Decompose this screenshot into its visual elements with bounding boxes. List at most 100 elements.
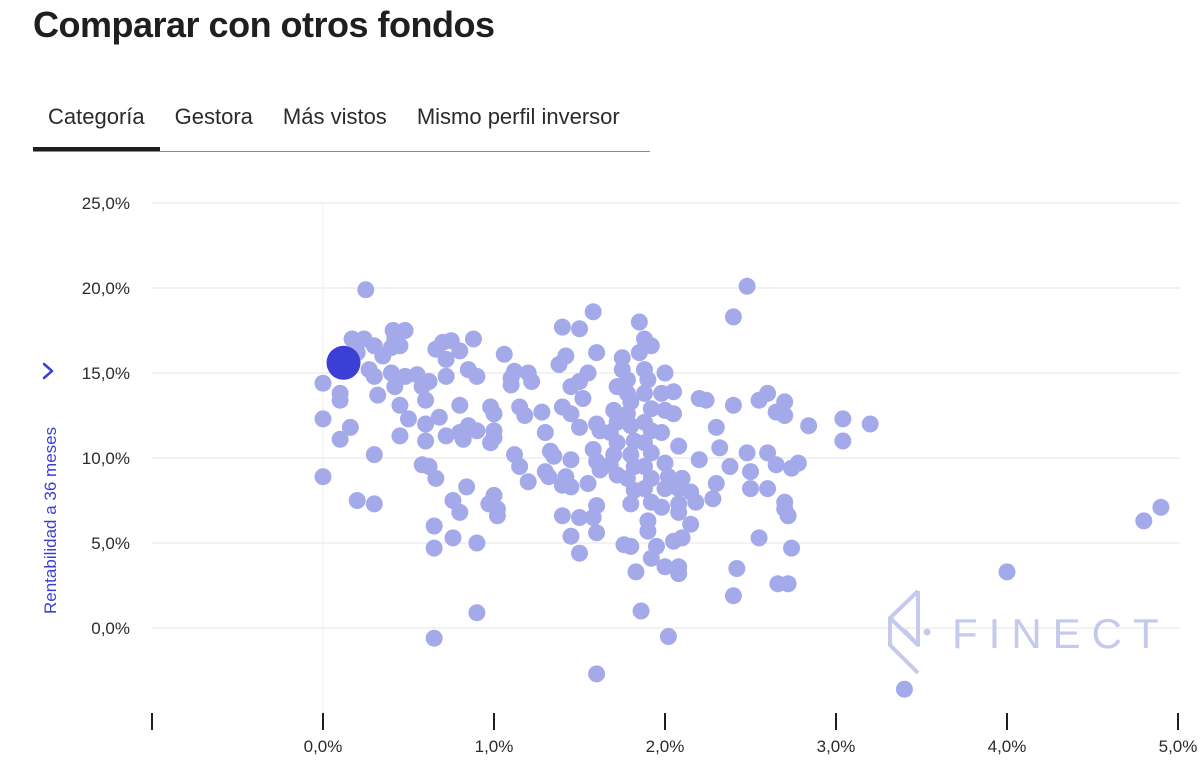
- y-axis-label[interactable]: Rentabilidad a 36 meses: [41, 427, 60, 614]
- scatter-point[interactable]: [437, 427, 455, 445]
- scatter-point[interactable]: [391, 427, 409, 445]
- scatter-point[interactable]: [622, 537, 640, 555]
- scatter-point[interactable]: [750, 529, 768, 547]
- scatter-point[interactable]: [721, 458, 739, 475]
- scatter-point[interactable]: [707, 475, 725, 492]
- scatter-point[interactable]: [653, 424, 671, 441]
- scatter-point[interactable]: [545, 447, 563, 465]
- scatter-point[interactable]: [519, 473, 537, 491]
- scatter-point[interactable]: [635, 384, 653, 402]
- scatter-point[interactable]: [588, 665, 606, 683]
- scatter-point[interactable]: [562, 405, 580, 423]
- scatter-point[interactable]: [759, 480, 777, 498]
- scatter-point[interactable]: [396, 322, 414, 339]
- scatter-point[interactable]: [759, 384, 777, 402]
- tab-mismo-perfil-inversor[interactable]: Mismo perfil inversor: [416, 104, 620, 129]
- scatter-point[interactable]: [639, 371, 657, 389]
- scatter-point[interactable]: [632, 602, 650, 620]
- scatter-point[interactable]: [1152, 498, 1170, 516]
- scatter-point[interactable]: [630, 344, 648, 362]
- scatter-point[interactable]: [540, 468, 558, 486]
- scatter-point[interactable]: [454, 430, 472, 448]
- scatter-point[interactable]: [425, 539, 443, 557]
- scatter-point[interactable]: [314, 374, 332, 392]
- scatter-point[interactable]: [571, 320, 588, 338]
- scatter-point[interactable]: [998, 563, 1016, 581]
- scatter-point[interactable]: [571, 509, 588, 526]
- scatter-point[interactable]: [895, 680, 913, 698]
- scatter-point[interactable]: [382, 364, 400, 382]
- chevron-right-icon[interactable]: [42, 362, 54, 380]
- scatter-point[interactable]: [343, 330, 361, 348]
- scatter-point[interactable]: [536, 424, 554, 441]
- scatter-point[interactable]: [437, 350, 455, 368]
- tab-mas-vistos[interactable]: Más vistos: [282, 104, 387, 129]
- scatter-point[interactable]: [618, 371, 636, 389]
- scatter-point[interactable]: [783, 539, 801, 557]
- scatter-point[interactable]: [400, 410, 417, 428]
- scatter-point[interactable]: [365, 495, 383, 513]
- scatter-point[interactable]: [562, 478, 580, 496]
- scatter-point[interactable]: [571, 418, 588, 436]
- scatter-point[interactable]: [341, 418, 359, 436]
- scatter-point[interactable]: [704, 490, 722, 508]
- scatter-point[interactable]: [425, 517, 443, 535]
- scatter-point[interactable]: [642, 400, 660, 418]
- scatter-point[interactable]: [365, 367, 383, 385]
- scatter-point[interactable]: [742, 463, 759, 481]
- scatter-point[interactable]: [417, 432, 435, 450]
- scatter-point[interactable]: [779, 575, 797, 593]
- highlighted-fund-point[interactable]: [326, 345, 361, 380]
- scatter-point[interactable]: [451, 342, 469, 360]
- scatter-point[interactable]: [656, 454, 674, 472]
- scatter-point[interactable]: [776, 393, 794, 411]
- scatter-point[interactable]: [834, 410, 852, 428]
- scatter-point[interactable]: [584, 303, 602, 321]
- scatter-point[interactable]: [571, 373, 588, 390]
- scatter-point[interactable]: [391, 396, 409, 414]
- scatter-point[interactable]: [613, 349, 631, 367]
- scatter-point[interactable]: [427, 469, 445, 487]
- scatter-point[interactable]: [834, 432, 852, 450]
- scatter-point[interactable]: [574, 390, 592, 407]
- scatter-point[interactable]: [789, 454, 807, 472]
- tab-gestora[interactable]: Gestora: [174, 104, 253, 129]
- scatter-point[interactable]: [331, 430, 349, 448]
- scatter-point[interactable]: [468, 604, 486, 622]
- scatter-point[interactable]: [653, 498, 671, 516]
- scatter-point[interactable]: [437, 367, 455, 385]
- scatter-point[interactable]: [482, 434, 500, 452]
- scatter-point[interactable]: [562, 451, 580, 469]
- scatter-point[interactable]: [588, 524, 606, 542]
- scatter-point[interactable]: [800, 417, 818, 435]
- scatter-point[interactable]: [444, 529, 462, 547]
- scatter-point[interactable]: [690, 451, 708, 469]
- scatter-point[interactable]: [506, 362, 524, 380]
- scatter-point[interactable]: [588, 344, 606, 362]
- scatter-point[interactable]: [656, 364, 674, 382]
- scatter-point[interactable]: [742, 480, 759, 498]
- scatter-point[interactable]: [670, 565, 688, 583]
- scatter-point[interactable]: [357, 281, 375, 299]
- scatter-point[interactable]: [584, 509, 602, 526]
- scatter-point[interactable]: [417, 415, 435, 433]
- scatter-point[interactable]: [516, 407, 534, 424]
- scatter-point[interactable]: [523, 373, 541, 390]
- scatter-point[interactable]: [776, 407, 794, 424]
- scatter-point[interactable]: [495, 345, 513, 363]
- scatter-point[interactable]: [682, 515, 700, 533]
- scatter-point[interactable]: [571, 544, 588, 562]
- scatter-point[interactable]: [861, 415, 879, 433]
- scatter-point[interactable]: [724, 308, 742, 326]
- scatter-point[interactable]: [738, 444, 756, 462]
- scatter-point[interactable]: [665, 405, 683, 423]
- scatter-point[interactable]: [642, 444, 660, 462]
- scatter-point[interactable]: [1135, 512, 1153, 530]
- scatter-point[interactable]: [425, 629, 443, 647]
- tab-categoria[interactable]: Categoría: [33, 98, 160, 151]
- scatter-point[interactable]: [468, 367, 486, 385]
- scatter-point[interactable]: [331, 391, 349, 409]
- scatter-point[interactable]: [673, 529, 691, 547]
- scatter-point[interactable]: [550, 356, 568, 373]
- scatter-point[interactable]: [656, 480, 674, 498]
